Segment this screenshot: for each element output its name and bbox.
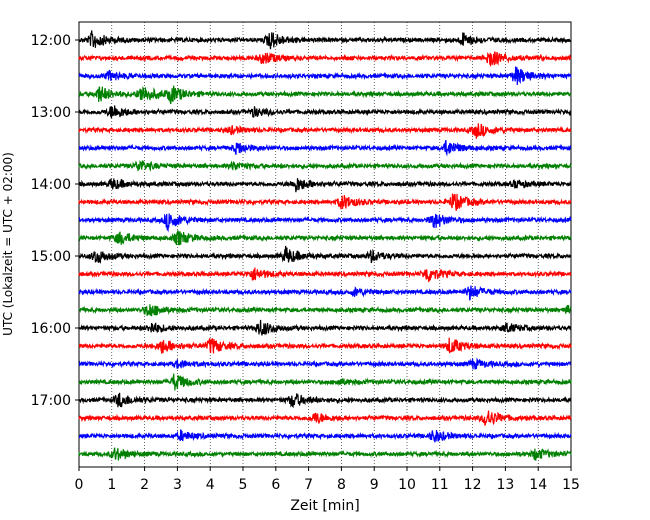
x-tick-label: 0 [75, 477, 84, 493]
seismic-trace [78, 447, 572, 461]
seismic-trace [78, 160, 572, 173]
x-tick-label: 1 [107, 477, 116, 493]
x-axis: 0 1 2 3 4 5 6 7 8 9 10 11 12 13 14 15 [75, 467, 580, 493]
seismic-trace [78, 319, 572, 336]
seismic-trace [78, 373, 572, 391]
seismic-trace [78, 51, 572, 67]
x-tick-label: 4 [206, 477, 215, 493]
seismic-trace [78, 337, 572, 354]
grid-lines [111, 22, 539, 467]
seismic-trace [78, 105, 572, 119]
seismic-trace [78, 304, 572, 317]
x-tick-label: 12 [464, 477, 482, 493]
y-tick-label: 14:00 [31, 177, 71, 193]
x-axis-label: Zeit [min] [290, 498, 359, 514]
x-tick-label: 13 [496, 477, 514, 493]
y-axis-label: UTC (Lokalzeit = UTC + 02:00) [1, 152, 15, 336]
seismic-trace [78, 410, 572, 426]
seismic-trace [78, 429, 572, 443]
seismic-trace [78, 85, 572, 105]
x-tick-label: 7 [304, 477, 313, 493]
plot-frame [78, 21, 572, 468]
y-tick-label: 16:00 [31, 321, 71, 337]
seismic-trace [78, 230, 572, 246]
seismic-trace [78, 285, 572, 301]
x-tick-label: 15 [562, 477, 580, 493]
traces [78, 30, 572, 461]
seismic-trace [78, 392, 572, 409]
y-tick-label: 13:00 [31, 105, 71, 121]
y-axis: 12:00 13:00 14:00 15:00 16:00 17:00 [31, 33, 79, 409]
y-tick-label: 12:00 [31, 33, 71, 49]
seismic-trace [78, 213, 572, 233]
seismic-trace [78, 66, 572, 86]
seismic-trace [78, 30, 572, 50]
y-tick-label: 17:00 [31, 393, 71, 409]
seismic-trace [78, 267, 572, 283]
x-tick-label: 3 [173, 477, 182, 493]
seismic-trace [78, 245, 572, 264]
seismic-trace [78, 178, 572, 193]
x-tick-label: 2 [140, 477, 149, 493]
x-tick-label: 8 [337, 477, 346, 493]
seismic-trace [78, 139, 572, 157]
x-tick-label: 9 [370, 477, 379, 493]
x-tick-label: 10 [398, 477, 416, 493]
seismic-trace [78, 123, 572, 139]
x-tick-label: 5 [239, 477, 248, 493]
x-tick-label: 6 [271, 477, 280, 493]
x-tick-label: 14 [529, 477, 547, 493]
x-tick-label: 11 [431, 477, 449, 493]
y-tick-label: 15:00 [31, 249, 71, 265]
seismic-trace [78, 193, 572, 211]
seismic-trace [78, 357, 572, 370]
